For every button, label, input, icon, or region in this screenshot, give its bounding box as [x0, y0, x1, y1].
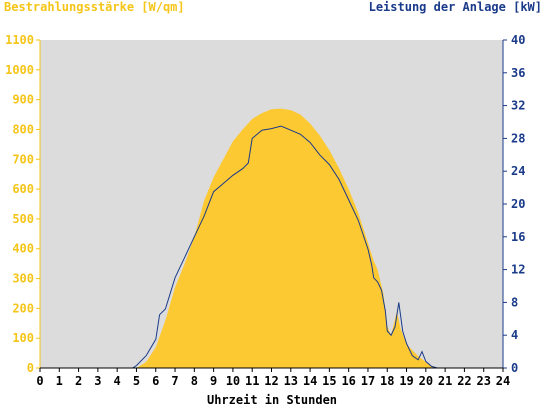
left-y-tick-label: 300: [12, 272, 34, 286]
x-tick-label: 16: [341, 374, 355, 388]
left-y-tick-label: 900: [12, 93, 34, 107]
right-y-tick-label: 36: [511, 66, 525, 80]
left-y-tick-label: 700: [12, 152, 34, 166]
x-axis-title: Uhrzeit in Stunden: [206, 393, 338, 407]
left-y-tick-label: 600: [12, 182, 34, 196]
left-axis-title: Bestrahlungsstärke [W/qm]: [4, 0, 185, 14]
right-y-tick-label: 0: [511, 361, 518, 375]
x-tick-label: 5: [133, 374, 140, 388]
x-tick-label: 4: [114, 374, 121, 388]
x-tick-label: 10: [226, 374, 240, 388]
x-tick-label: 3: [94, 374, 101, 388]
x-tick-label: 18: [380, 374, 394, 388]
right-y-tick-label: 20: [511, 197, 525, 211]
x-tick-label: 1: [56, 374, 63, 388]
right-y-tick-label: 24: [511, 164, 525, 178]
left-y-tick-label: 0: [27, 361, 34, 375]
x-tick-label: 12: [264, 374, 278, 388]
left-y-tick-label: 400: [12, 242, 34, 256]
left-y-tick-label: 1000: [5, 63, 34, 77]
right-y-ticks: 0 4 8 12 16 20 24 28 32 36 40: [503, 33, 525, 375]
x-tick-label: 8: [191, 374, 198, 388]
x-tick-label: 24: [496, 374, 510, 388]
x-tick-label: 22: [457, 374, 471, 388]
x-tick-label: 19: [399, 374, 413, 388]
x-tick-label: 20: [419, 374, 433, 388]
x-tick-label: 21: [438, 374, 452, 388]
right-axis-title: Leistung der Anlage [kW]: [368, 0, 542, 14]
x-tick-label: 6: [152, 374, 159, 388]
right-y-tick-label: 8: [511, 295, 518, 309]
left-y-tick-label: 200: [12, 301, 34, 315]
right-y-tick-label: 12: [511, 263, 525, 277]
left-y-tick-label: 500: [12, 212, 34, 226]
x-ticks: 0 1 2 3 4 5 6 7 8 9 10 11 12 13 14 15 16 17 18 19 20 21 22 23 24: [36, 368, 510, 388]
right-y-tick-label: 28: [511, 131, 525, 145]
x-tick-label: 11: [245, 374, 259, 388]
power-line: [40, 125, 503, 369]
right-y-tick-label: 40: [511, 33, 525, 47]
left-y-tick-label: 800: [12, 122, 34, 136]
x-tick-label: 13: [284, 374, 298, 388]
x-tick-label: 2: [75, 374, 82, 388]
right-y-tick-label: 4: [511, 328, 518, 342]
right-y-tick-label: 16: [511, 230, 525, 244]
left-y-tick-label: 100: [12, 331, 34, 345]
x-tick-label: 23: [476, 374, 490, 388]
x-tick-label: 14: [303, 374, 317, 388]
x-tick-label: 0: [36, 374, 43, 388]
irradiance-area: [40, 108, 503, 368]
right-y-tick-label: 32: [511, 99, 525, 113]
x-tick-label: 7: [171, 374, 178, 388]
x-tick-label: 17: [361, 374, 375, 388]
x-tick-label: 15: [322, 374, 336, 388]
left-y-tick-label: 1100: [5, 33, 34, 47]
left-y-ticks: 0 100 200 300 400 500 600 700 800 900 1000 1100: [5, 33, 40, 375]
x-tick-label: 9: [210, 374, 217, 388]
